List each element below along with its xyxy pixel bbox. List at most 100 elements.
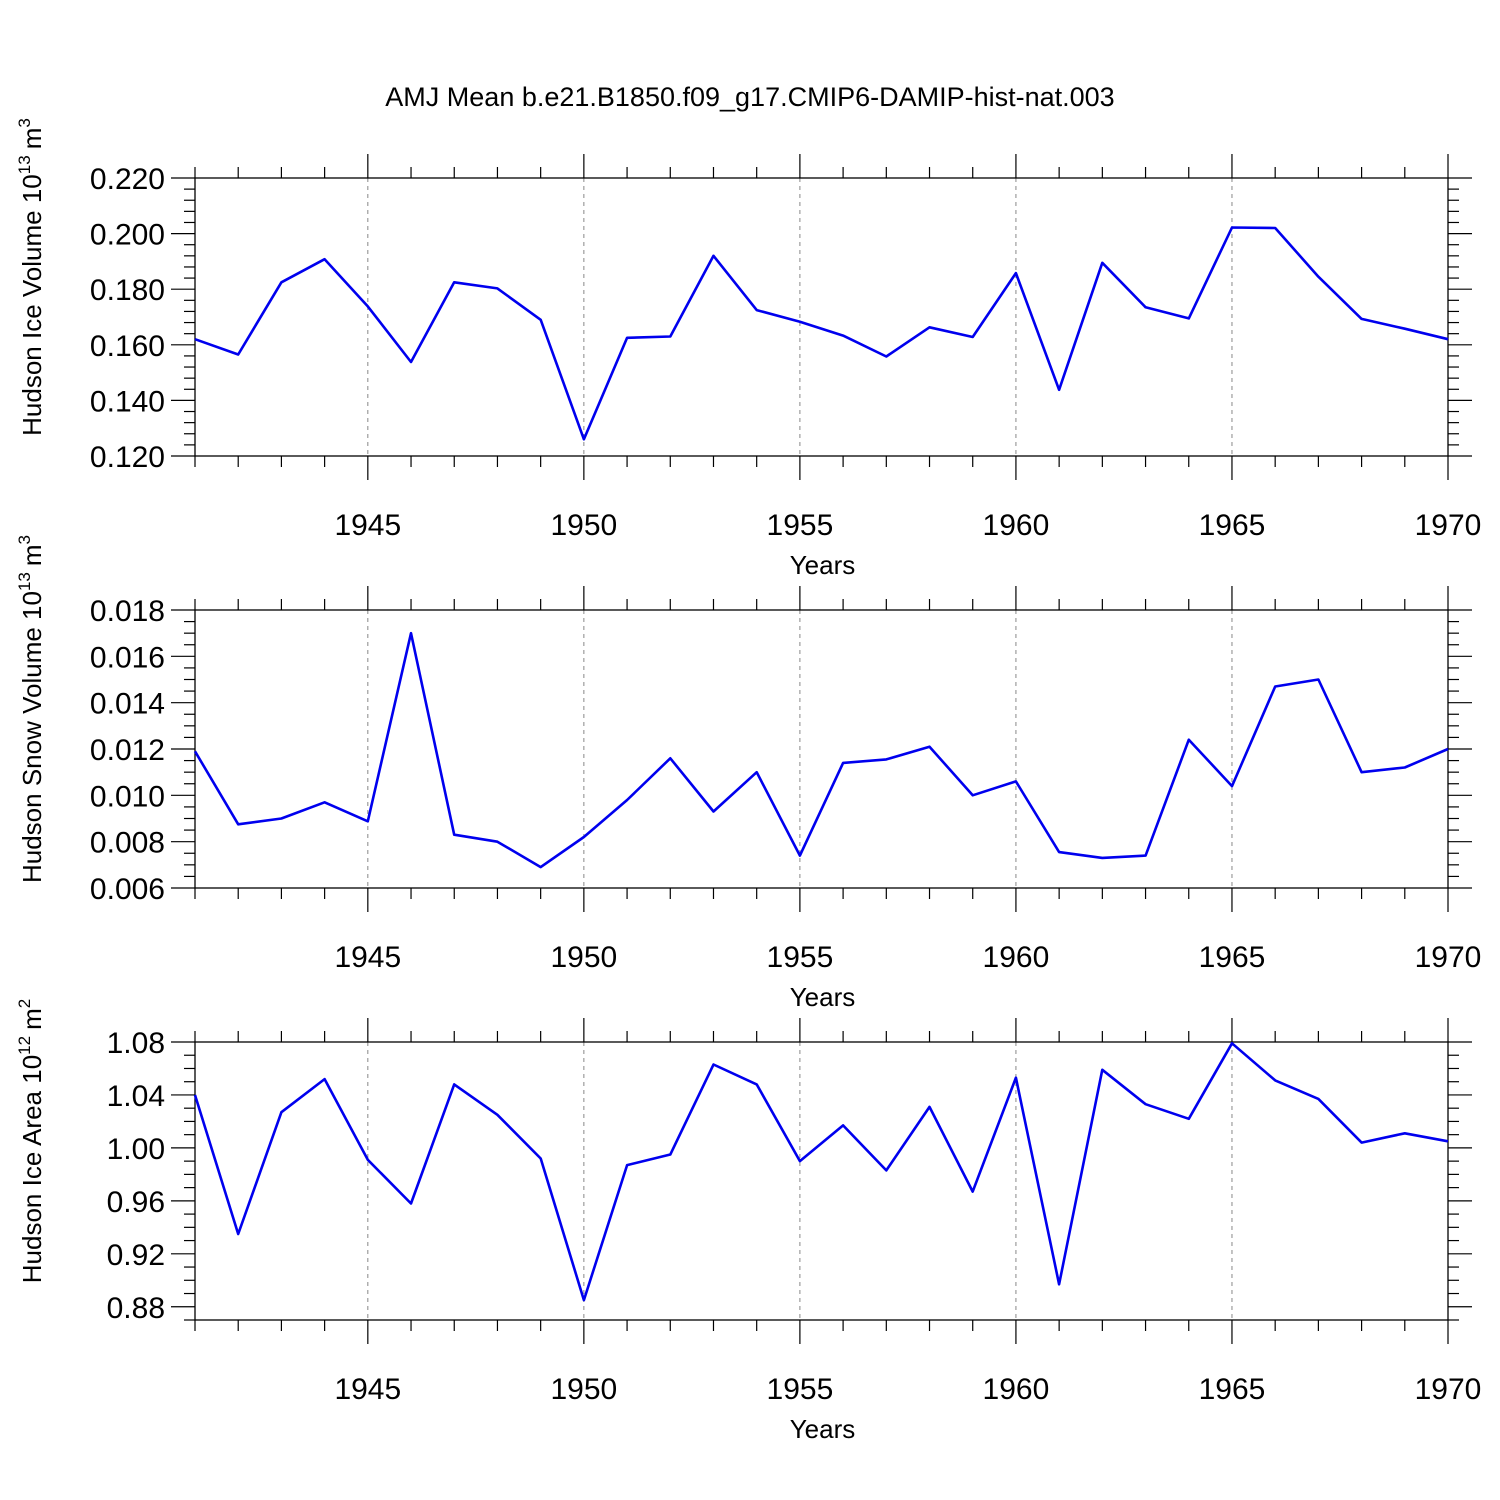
data-point: [1144, 1102, 1148, 1106]
data-point: [366, 304, 370, 308]
data-point: [1446, 1139, 1450, 1143]
data-point: [1014, 271, 1018, 275]
data-point: [366, 819, 370, 823]
y-tick-label: 1.04: [107, 1080, 165, 1113]
x-tick-label: 1970: [1415, 509, 1482, 542]
x-tick-label: 1950: [550, 941, 617, 974]
y-tick-label: 0.92: [107, 1239, 165, 1272]
data-point: [1100, 1068, 1104, 1072]
data-point: [1316, 678, 1320, 682]
y-tick-label: 0.160: [90, 330, 165, 363]
data-point: [1360, 1141, 1364, 1145]
data-point: [495, 1113, 499, 1117]
x-tick-label: 1955: [767, 941, 834, 974]
plot-frame: [194, 609, 1449, 889]
data-point: [711, 1063, 715, 1067]
data-point: [1057, 850, 1061, 854]
y-axis-title-exponent: 13: [15, 572, 34, 591]
y-tick-label: 0.120: [90, 441, 165, 474]
y-tick-label: 0.010: [90, 780, 165, 813]
data-point: [495, 286, 499, 290]
series-line: [193, 631, 1449, 869]
data-point: [1187, 316, 1191, 320]
y-axis-title-unit: m: [17, 1008, 47, 1030]
data-point: [279, 817, 283, 821]
y-tick-label: 0.220: [90, 163, 165, 196]
series-line: [193, 1042, 1449, 1302]
data-point: [625, 336, 629, 340]
data-point: [1057, 1282, 1061, 1286]
y-tick-label: 0.012: [90, 734, 165, 767]
data-point: [668, 334, 672, 338]
y-axis-title: Hudson Ice Volume 1013 m3: [15, 118, 47, 436]
data-point: [884, 757, 888, 761]
x-tick-label: 1960: [983, 941, 1050, 974]
data-point: [884, 354, 888, 358]
data-point: [1144, 854, 1148, 858]
x-tick-label: 1965: [1199, 941, 1266, 974]
y-axis-title: Hudson Snow Volume 1013 m3: [15, 535, 47, 883]
data-point: [711, 254, 715, 258]
x-tick-label: 1955: [767, 509, 834, 542]
data-point: [928, 745, 932, 749]
data-point: [279, 280, 283, 284]
y-axis-title-text: Hudson Ice Area 10: [17, 1055, 47, 1283]
panel-2: 1945 1950 1955 1960 1965 1970 0.006 0.008 0.010 0…: [15, 535, 1481, 1012]
y-tick-label: 1.08: [107, 1027, 165, 1060]
data-point: [971, 335, 975, 339]
figure-title: AMJ Mean b.e21.B1850.f09_g17.CMIP6-DAMIP…: [385, 82, 1114, 112]
data-point: [1230, 225, 1234, 229]
data-point: [928, 1105, 932, 1109]
data-point: [236, 822, 240, 826]
data-point: [1057, 388, 1061, 392]
y-tick-label: 0.96: [107, 1186, 165, 1219]
x-tick-label: 1950: [550, 1373, 617, 1406]
plot-frame: [194, 177, 1449, 457]
x-axis-title: Years: [790, 982, 856, 1012]
y-axis-title-unit: m: [17, 128, 47, 150]
data-point: [1014, 1076, 1018, 1080]
data-point: [668, 1153, 672, 1157]
data-point: [409, 631, 413, 635]
x-axis-title: Years: [790, 1414, 856, 1444]
y-tick-label: 0.200: [90, 219, 165, 252]
data-point: [1273, 1078, 1277, 1082]
data-point: [193, 1093, 197, 1097]
data-point: [1014, 779, 1018, 783]
data-point: [1403, 766, 1407, 770]
x-tick-label: 1965: [1199, 1373, 1266, 1406]
data-point: [928, 325, 932, 329]
x-axis-title: Years: [790, 550, 856, 580]
y-tick-label: 0.88: [107, 1292, 165, 1325]
y-axis-title-unit-exponent: 3: [15, 118, 34, 127]
data-point: [409, 360, 413, 364]
data-point: [755, 1082, 759, 1086]
data-point: [1187, 1117, 1191, 1121]
x-tick-label: 1945: [334, 1373, 401, 1406]
y-tick-label: 0.180: [90, 274, 165, 307]
y-axis-title-exponent: 12: [15, 1036, 34, 1055]
data-point: [1446, 337, 1450, 341]
data-point: [279, 1110, 283, 1114]
y-axis-title: Hudson Ice Area 1012 m2: [15, 999, 47, 1283]
x-tick-label: 1955: [767, 1373, 834, 1406]
data-point: [409, 1202, 413, 1206]
data-point: [1144, 305, 1148, 309]
panel-1: 1945 1950 1955 1960 1965 1970 0.120 0.140 0.160 0…: [15, 118, 1481, 580]
series-line: [194, 226, 1449, 441]
data-point: [539, 1156, 543, 1160]
data-point: [323, 800, 327, 804]
data-point: [1100, 856, 1104, 860]
data-point: [841, 761, 845, 765]
x-tick-label: 1945: [334, 941, 401, 974]
x-tick-label: 1970: [1415, 1373, 1482, 1406]
data-point: [841, 1123, 845, 1127]
data-point: [539, 865, 543, 869]
data-point: [625, 798, 629, 802]
x-tick-label: 1950: [550, 509, 617, 542]
data-point: [1230, 784, 1234, 788]
data-point: [1446, 747, 1450, 751]
panels: 1945 1950 1955 1960 1965 1970 0.120 0.140 0.160 0…: [15, 118, 1481, 1444]
data-point: [1403, 1131, 1407, 1135]
